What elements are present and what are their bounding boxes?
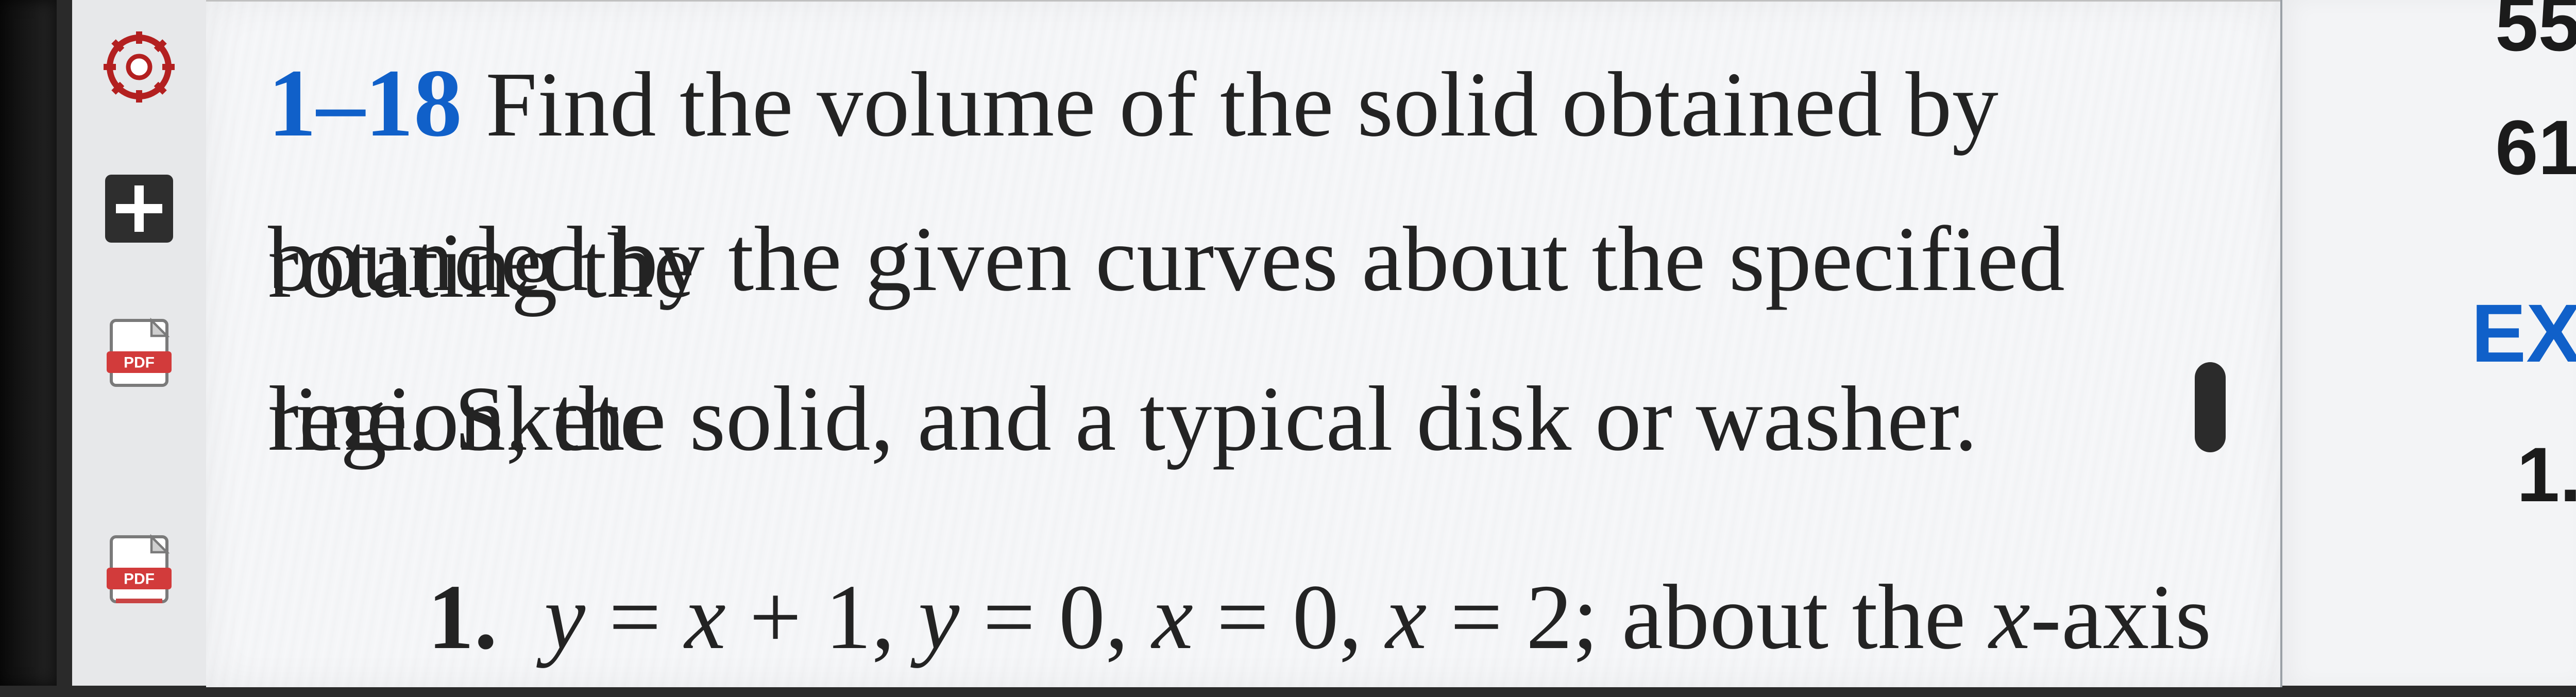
var-x2: x [1152, 566, 1193, 668]
problem-1: 1. y = x + 1, y = 0, x = 0, x = 2; about… [428, 537, 2236, 697]
instruction-line-3: region, the solid, and a typical disk or… [268, 339, 2236, 499]
var-y2: y [918, 566, 959, 668]
exercise-range: 1–18 [268, 49, 462, 157]
plus-icon[interactable] [100, 170, 178, 247]
eq4: = 2; about the [1427, 566, 1989, 668]
margin-number-1: 1. [2517, 430, 2576, 519]
var-y1: y [544, 566, 585, 668]
settings-gear-icon[interactable] [100, 28, 178, 106]
left-toolbar: PDF PDF [72, 0, 207, 686]
svg-text:PDF: PDF [124, 571, 155, 588]
margin-number-55: 55 [2495, 0, 2576, 69]
svg-text:PDF: PDF [124, 354, 155, 371]
margin-label-ex: EX [2471, 286, 2576, 381]
textbook-page: 1–18 Find the volume of the solid obtain… [206, 0, 2282, 687]
eq3: = 0, [1193, 566, 1385, 668]
eq1: = [585, 566, 684, 668]
scroll-indicator[interactable] [2195, 362, 2226, 452]
screen-bezel [0, 0, 57, 686]
pdf-file-alt-icon[interactable]: PDF [100, 531, 178, 608]
var-x3: x [1385, 566, 1427, 668]
var-xaxis: x [1989, 566, 2030, 668]
margin-number-61: 61 [2495, 103, 2576, 192]
eq2: = 0, [960, 566, 1152, 668]
pdf-file-icon[interactable]: PDF [100, 314, 178, 392]
plus1: + 1, [726, 566, 918, 668]
var-x1: x [685, 566, 726, 668]
axis-suffix: -axis [2030, 566, 2211, 668]
right-margin: 55 61 EX 1. [2280, 0, 2576, 686]
problem-number: 1. [428, 566, 498, 668]
